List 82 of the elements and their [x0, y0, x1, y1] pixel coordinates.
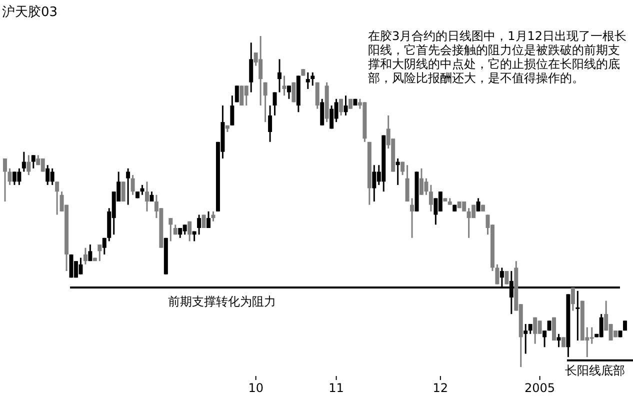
candlestick: [206, 210, 211, 229]
candlestick: [22, 151, 26, 172]
candlestick: [31, 154, 36, 170]
candlestick: [570, 286, 575, 312]
candlestick: [17, 168, 22, 186]
candlestick: [434, 197, 438, 226]
candlestick: [46, 164, 50, 186]
candlestick: [102, 237, 106, 256]
ref-line-label: 前期支撑转化为阻力: [168, 294, 276, 309]
candlestick: [396, 158, 400, 186]
candlestick: [310, 72, 315, 86]
candlestick: [140, 184, 144, 196]
candlestick: [88, 244, 92, 262]
candlestick: [334, 98, 338, 123]
candlestick: [344, 94, 348, 116]
candlestick: [424, 178, 428, 196]
candlestick: [12, 170, 16, 186]
candlestick: [386, 114, 390, 150]
x-tick-label: 2005: [524, 381, 556, 395]
candlestick: [339, 98, 344, 116]
x-tick-label: 11: [328, 381, 344, 395]
candlestick: [230, 94, 234, 126]
x-tick-label: 10: [248, 381, 264, 395]
candlestick: [576, 290, 580, 342]
candlestick: [500, 266, 504, 288]
candlestick: [182, 224, 187, 236]
candlestick: [410, 197, 414, 239]
candlestick: [599, 313, 604, 338]
candlestick: [258, 35, 263, 106]
candlestick: [330, 104, 334, 130]
x-tick-label: 12: [432, 381, 448, 395]
candlestick: [244, 84, 248, 106]
candlestick: [268, 104, 272, 143]
candlestick: [400, 161, 405, 176]
candlestick: [495, 264, 500, 285]
candlestick: [306, 72, 310, 90]
candlestick: [524, 323, 528, 355]
candlestick: [263, 82, 268, 123]
candlestick: [168, 217, 173, 242]
candlestick: [590, 326, 594, 345]
candlestick: [372, 164, 376, 202]
ref-line-label: 长阳线底部: [565, 363, 625, 378]
candlestick: [405, 164, 410, 202]
title: 沪天胶03: [2, 5, 58, 20]
candlestick: [50, 168, 54, 186]
candlestick: [509, 270, 514, 315]
candlestick: [154, 194, 158, 219]
candlestick: [286, 84, 291, 100]
candlestick: [211, 210, 216, 222]
candlestick: [604, 300, 608, 332]
candlestick: [197, 214, 202, 236]
candlestick: [254, 52, 258, 67]
candlestick: [78, 257, 83, 276]
candlestick: [358, 98, 362, 110]
candlestick: [542, 330, 547, 348]
candlestick: [278, 58, 282, 94]
candlestick: [428, 184, 433, 212]
candlestick: [130, 174, 135, 196]
candlestick: [26, 154, 31, 176]
candlestick: [376, 164, 381, 186]
candlestick: [55, 180, 60, 216]
candlestick: [116, 170, 121, 202]
candlestick: [60, 190, 64, 212]
candlestick: [419, 168, 424, 196]
candlestick: [320, 98, 324, 126]
candlestick: [98, 244, 102, 262]
candlestick: [3, 158, 7, 202]
candlestick: [249, 42, 254, 94]
candlestick: [188, 220, 192, 242]
candlestick: [315, 82, 320, 110]
candlestick: [272, 92, 277, 116]
candlestick: [144, 180, 149, 212]
candlestick: [126, 168, 130, 206]
candlestick: [556, 333, 561, 348]
candlestick: [476, 197, 480, 212]
annotation: 在胶3月合约的日线图中，1月12日出现了一根长阳线，它首先会接触的阻力位是被跌破的前期支撑和大阴线的中点处，它的止损位在长阳线的底部，风险比报酬还大，是不值得操作的。: [368, 29, 627, 85]
candlestick: [585, 326, 590, 358]
candlestick: [486, 214, 490, 236]
candlestick: [83, 247, 88, 266]
candlestick: [466, 207, 471, 239]
candlestick: [533, 316, 538, 345]
candlestick: [282, 74, 286, 96]
